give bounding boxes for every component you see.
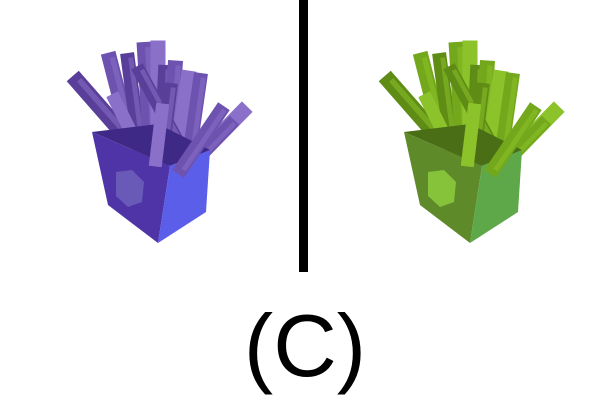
vertical-divider <box>299 0 308 272</box>
box-emblem-icon <box>116 170 144 207</box>
fry-stick <box>120 52 146 143</box>
fry-stick <box>460 102 482 168</box>
fry-highlight <box>156 107 168 163</box>
box-rim <box>404 124 522 166</box>
fry-highlight <box>181 108 227 172</box>
fry-highlight <box>468 107 480 163</box>
fry-stick <box>182 72 208 158</box>
fry-stick <box>172 102 230 178</box>
fry-highlight <box>77 78 127 134</box>
box-right-face <box>158 150 210 243</box>
left-fries-image <box>66 40 253 243</box>
fry-highlight <box>128 57 144 138</box>
figure-caption: (C) <box>243 296 367 395</box>
fry-highlight <box>178 75 194 148</box>
box-rim <box>92 124 210 166</box>
fry-highlight <box>440 57 456 138</box>
fry-stick <box>432 52 458 143</box>
fry-stick <box>494 72 520 158</box>
fry-stick <box>148 102 170 168</box>
right-fries-image <box>378 40 565 243</box>
fry-highlight <box>493 108 539 172</box>
fry-highlight <box>490 75 506 148</box>
box-emblem-icon <box>428 170 456 207</box>
fry-highlight <box>389 78 439 134</box>
box-right-face <box>470 150 522 243</box>
fry-stick <box>484 102 542 178</box>
